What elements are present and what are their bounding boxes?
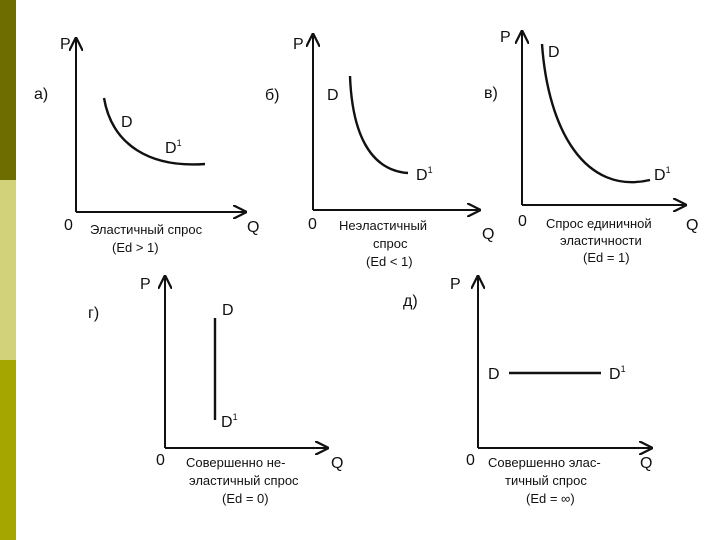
q-axis-label: Q [247, 219, 259, 236]
caption-line-1: Совершенно не- [186, 455, 285, 470]
curve-label-d1: D1 [416, 165, 433, 184]
panel-b: б) P Q 0 D D1 Неэластичный спрос (Ed < 1… [265, 36, 494, 269]
origin-label: 0 [466, 452, 475, 469]
curve-label-d: D [222, 302, 234, 319]
elasticity-diagram: а) P Q 0 D D1 Эластичный спрос (Ed > 1) … [34, 29, 698, 506]
caption-line-2: эластичности [560, 233, 642, 248]
caption-line-1: Спрос единичной [546, 216, 652, 231]
q-axis-label: Q [640, 455, 652, 472]
sidebar-band-dark [0, 0, 16, 180]
sidebar-band-light [0, 180, 16, 360]
curve-label-d: D [121, 114, 133, 131]
panel-tag: в) [484, 85, 498, 102]
curve-label-d1: D1 [221, 412, 238, 431]
curve-label-d: D [488, 366, 500, 383]
caption-line-2: тичный спрос [505, 473, 587, 488]
demand-curve [102, 97, 206, 166]
caption-line-2: спрос [373, 236, 408, 251]
curve-label-d: D [548, 44, 560, 61]
q-axis-label: Q [331, 455, 343, 472]
caption-line-1: Совершенно элас- [488, 455, 601, 470]
caption-line-2: эластичный спрос [189, 473, 299, 488]
panel-tag: г) [88, 305, 99, 322]
origin-label: 0 [156, 452, 165, 469]
origin-label: 0 [64, 217, 73, 234]
panel-v: в) P Q 0 D D1 Спрос единичной эластичнос… [484, 29, 698, 265]
caption-line-3: (Ed = ∞) [526, 491, 575, 506]
caption-line-3: (Ed = 0) [222, 491, 269, 506]
curve-label-d1: D1 [165, 138, 182, 157]
caption-line-3: (Ed < 1) [366, 254, 413, 269]
p-axis-label: P [140, 276, 151, 293]
curve-label-d: D [327, 87, 339, 104]
demand-curve [540, 43, 651, 184]
demand-curve [348, 75, 409, 175]
panel-tag: д) [403, 293, 418, 310]
curve-label-d1: D1 [654, 165, 671, 184]
p-axis-label: P [500, 29, 511, 46]
panel-tag: а) [34, 86, 48, 103]
q-axis-label: Q [482, 226, 494, 243]
q-axis-label: Q [686, 217, 698, 234]
origin-label: 0 [518, 213, 527, 230]
p-axis-label: P [60, 36, 71, 53]
caption-line-1: Эластичный спрос [90, 222, 203, 237]
p-axis-label: P [293, 36, 304, 53]
p-axis-label: P [450, 276, 461, 293]
curve-label-d1: D1 [609, 364, 626, 383]
panel-g: г) P Q 0 D D1 Совершенно не- эластичный … [88, 276, 343, 506]
panel-tag: б) [265, 87, 280, 104]
panel-d: д) P Q 0 D D1 Совершенно элас- тичный сп… [403, 276, 652, 506]
caption-line-2: (Ed > 1) [112, 240, 159, 255]
caption-line-1: Неэластичный [339, 218, 427, 233]
sidebar-decoration [0, 0, 16, 540]
sidebar-band-olive [0, 360, 16, 540]
origin-label: 0 [308, 216, 317, 233]
panel-a: а) P Q 0 D D1 Эластичный спрос (Ed > 1) [34, 36, 259, 255]
caption-line-3: (Ed = 1) [583, 250, 630, 265]
